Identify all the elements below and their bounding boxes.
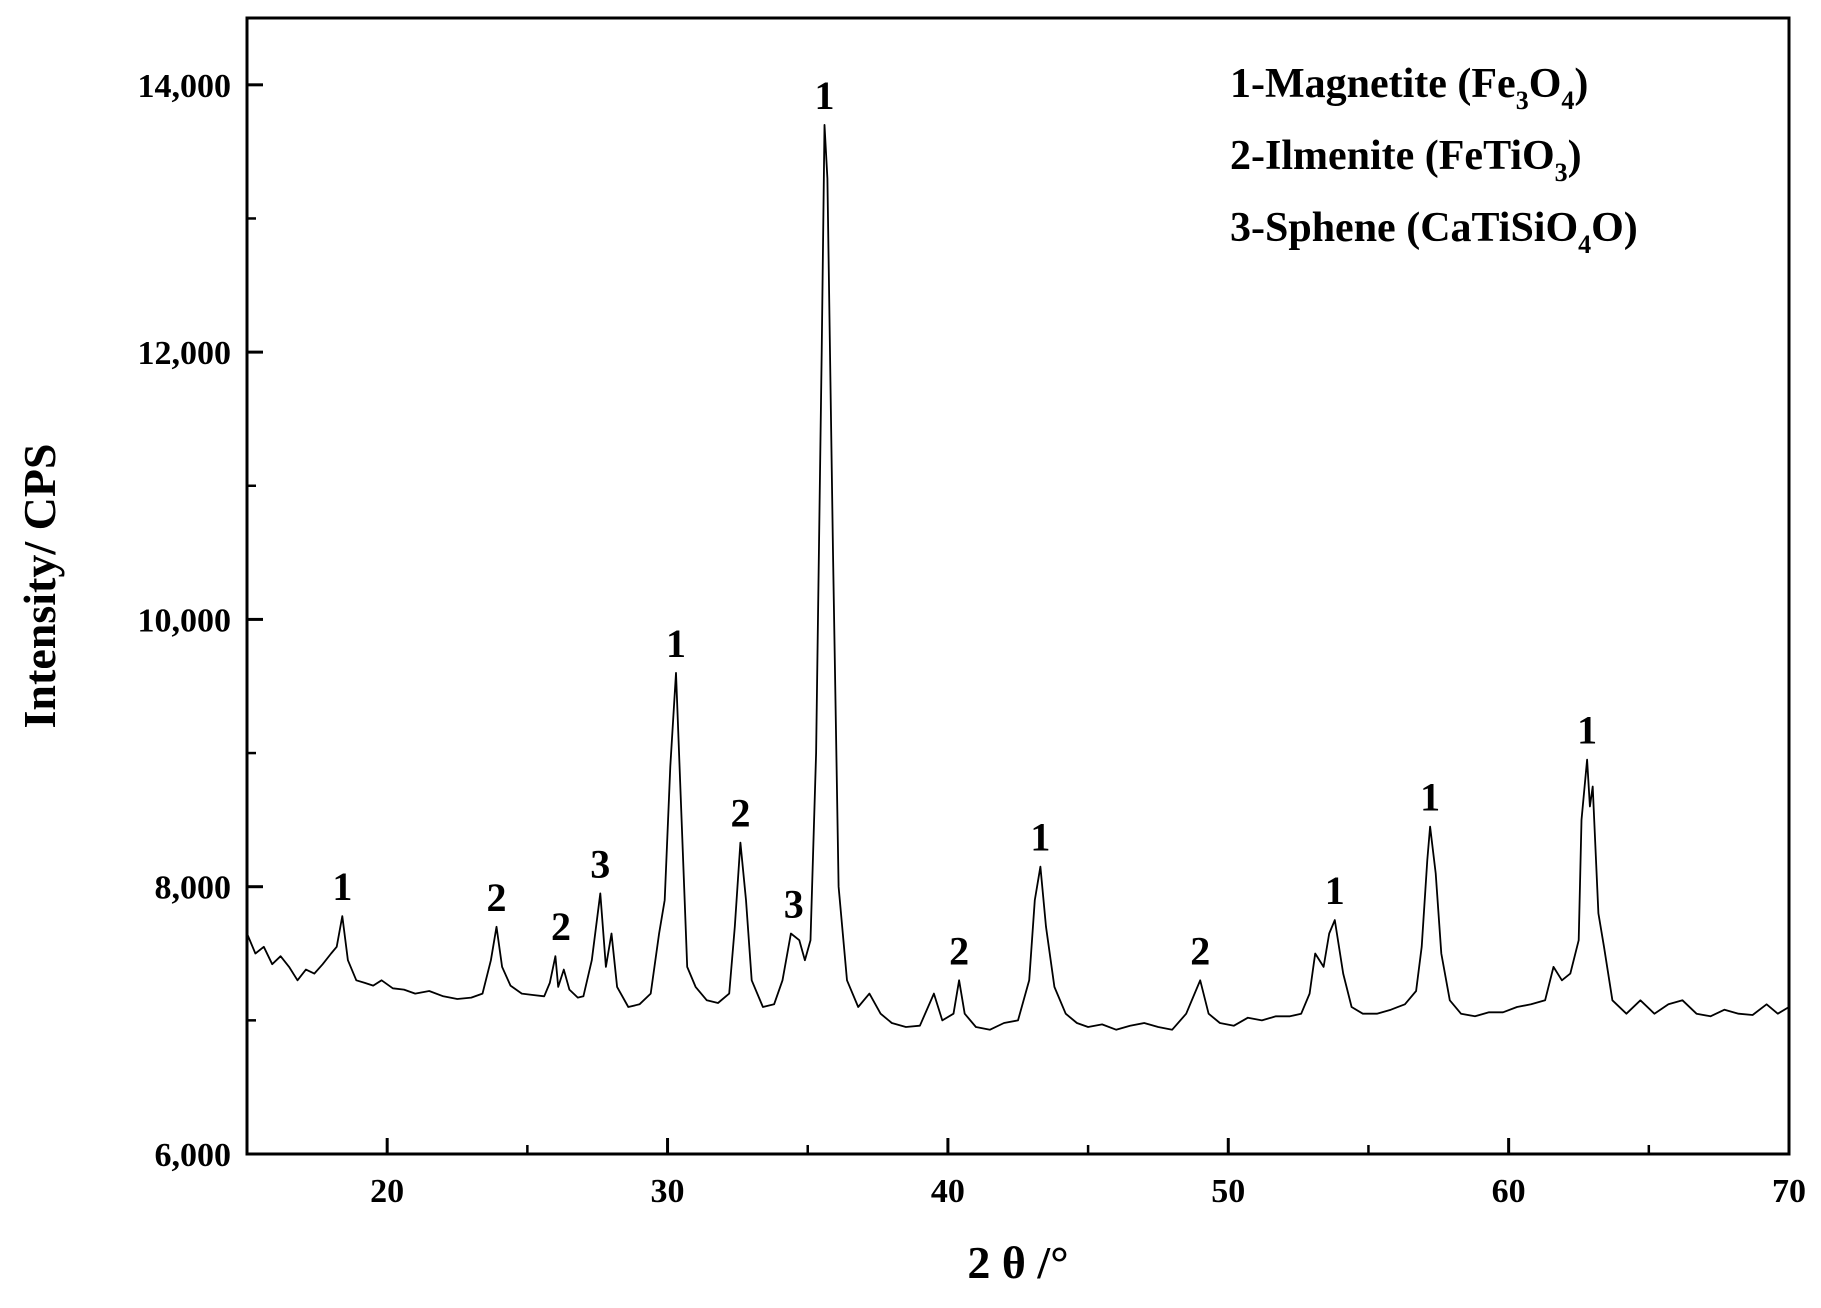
y-tick-label: 6,000 xyxy=(155,1137,232,1174)
legend: 1-Magnetite (Fe3O4) 2-Ilmenite (FeTiO3) 3-… xyxy=(1230,61,1638,259)
peak-label: 1 xyxy=(815,73,835,118)
y-tick-label: 14,000 xyxy=(138,68,232,105)
x-tick-label: 60 xyxy=(1492,1173,1526,1210)
y-axis-title: Intensity/ CPS xyxy=(14,444,65,729)
x-tick-label: 30 xyxy=(651,1173,685,1210)
x-axis-title: 2 θ /° xyxy=(967,1237,1068,1288)
peak-label: 1 xyxy=(1030,815,1050,860)
legend-entry-2: 2-Ilmenite (FeTiO3) xyxy=(1230,133,1582,187)
x-tick-label: 20 xyxy=(370,1173,404,1210)
peak-label: 1 xyxy=(1325,868,1345,913)
legend-entry-3: 3-Sphene (CaTiSiO4O) xyxy=(1230,205,1638,259)
peak-label: 2 xyxy=(949,928,969,973)
peak-label: 2 xyxy=(551,904,571,949)
series-line xyxy=(246,124,1790,1031)
x-tick-label: 50 xyxy=(1211,1173,1245,1210)
peak-label: 1 xyxy=(666,621,686,666)
peak-label: 2 xyxy=(1190,928,1210,973)
x-tick-label: 40 xyxy=(931,1173,965,1210)
peak-label: 1 xyxy=(1577,708,1597,753)
peak-label: 3 xyxy=(784,881,804,926)
x-tick-label: 70 xyxy=(1772,1173,1806,1210)
y-tick-label: 10,000 xyxy=(138,602,232,639)
x-axis: 20 30 40 50 60 70 xyxy=(245,1138,1806,1210)
y-tick-label: 8,000 xyxy=(155,870,232,907)
legend-entry-1: 1-Magnetite (Fe3O4) xyxy=(1230,61,1588,115)
peak-label: 1 xyxy=(1420,775,1440,820)
y-tick-label: 12,000 xyxy=(138,335,232,372)
peak-label: 2 xyxy=(487,875,507,920)
plot-frame xyxy=(245,16,1791,1156)
peak-label: 3 xyxy=(590,841,610,886)
peak-label: 1 xyxy=(332,864,352,909)
y-axis: 6,000 8,000 10,000 12,000 14,000 xyxy=(138,68,263,1174)
peak-label: 2 xyxy=(730,791,750,836)
